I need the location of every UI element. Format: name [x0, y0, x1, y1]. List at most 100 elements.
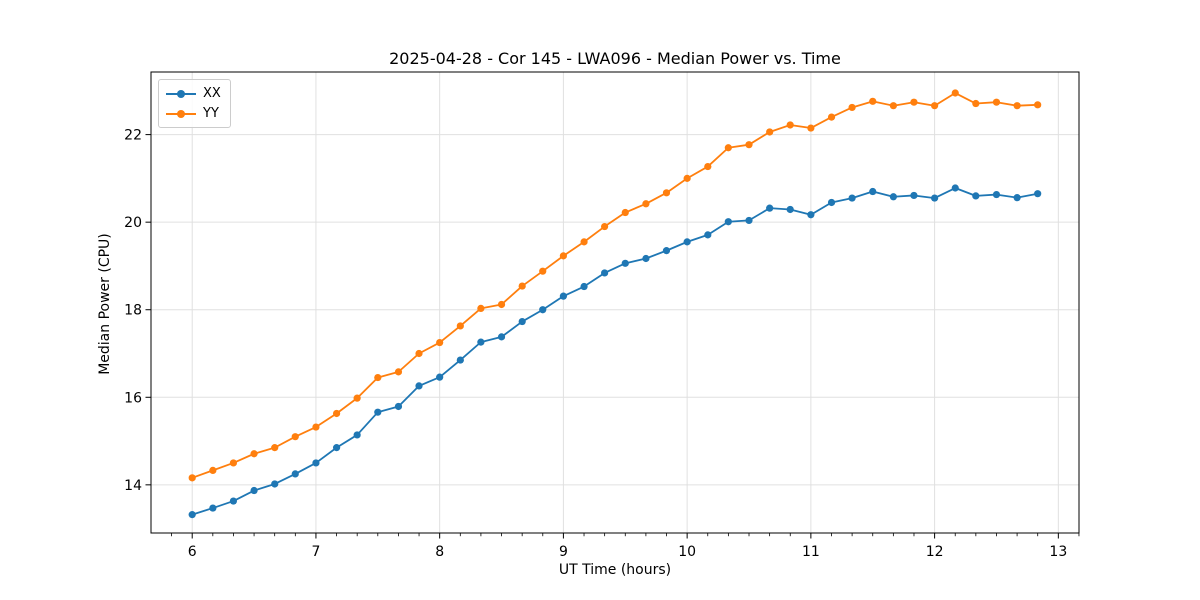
series-yy-point — [415, 349, 423, 358]
series-yy-point — [724, 144, 732, 152]
series-yy-point — [827, 113, 836, 121]
y-tick-label: 14 — [124, 478, 142, 494]
legend-marker-yy — [177, 109, 185, 118]
series-xx-point — [992, 190, 1001, 199]
series-xx-point — [539, 306, 547, 314]
series-xx-point — [662, 247, 671, 255]
series-xx-point — [436, 373, 444, 381]
x-tick-label: 11 — [802, 544, 820, 560]
series-yy-point — [188, 474, 196, 482]
series-yy-point — [374, 373, 382, 382]
series-xx-point — [559, 292, 568, 300]
series-xx-point — [642, 254, 650, 263]
series-yy-point — [539, 267, 547, 275]
series-yy-point — [291, 433, 299, 441]
series-xx-point — [497, 333, 506, 341]
legend-swatch-xx — [166, 89, 196, 98]
series-yy-point — [869, 97, 877, 105]
y-tick-label: 16 — [124, 390, 142, 406]
series-xx-point — [188, 511, 196, 519]
series-yy-point — [477, 304, 485, 313]
series-yy-point — [889, 102, 898, 110]
series-yy-point — [436, 338, 444, 347]
series-xx-point — [229, 497, 238, 505]
series-xx-point — [869, 187, 877, 196]
series-xx-point — [394, 402, 403, 411]
plot-area — [150, 71, 1080, 534]
series-xx-point — [333, 444, 341, 452]
series-xx-point — [374, 408, 382, 416]
series-yy-point — [910, 98, 918, 106]
series-yy-point — [848, 103, 856, 112]
series-xx-point — [621, 259, 629, 267]
series-xx-point — [518, 317, 526, 326]
series-xx-point — [972, 192, 980, 200]
series-yy-point — [271, 444, 279, 452]
legend-item-yy: YY — [166, 104, 221, 123]
series-xx-point — [312, 459, 320, 467]
series-xx-point — [724, 218, 732, 226]
series-xx-point — [1013, 194, 1021, 202]
series-yy-point — [683, 174, 691, 182]
series-yy-point — [931, 102, 939, 110]
series-xx-point — [683, 238, 691, 246]
series-yy-point — [209, 466, 217, 474]
x-axis-label: UT Time (hours) — [558, 562, 672, 578]
chart-title: 2025-04-28 - Cor 145 - LWA096 - Median P… — [389, 49, 841, 68]
series-xx-point — [250, 486, 258, 495]
series-yy-point — [621, 208, 629, 217]
series-xx-point — [271, 480, 279, 488]
series-yy-point — [497, 300, 506, 309]
series-yy-point — [951, 89, 959, 97]
series-yy-point — [353, 394, 361, 402]
x-tick-label: 12 — [926, 544, 944, 560]
series-yy-point — [229, 459, 238, 467]
x-tick-label: 9 — [559, 544, 568, 560]
series-xx-point — [291, 470, 299, 478]
legend: XX YY — [158, 79, 231, 128]
series-xx-point — [848, 194, 856, 202]
series-xx-point — [601, 269, 609, 277]
legend-label-xx: XX — [203, 86, 221, 101]
series-xx-point — [889, 193, 898, 201]
series-yy-point — [807, 124, 815, 132]
series-xx-point — [807, 211, 815, 219]
series-xx-point — [766, 204, 774, 212]
series-yy-point — [704, 162, 712, 171]
series-xx-point — [415, 382, 423, 390]
y-tick-label: 20 — [124, 215, 142, 231]
series-xx-point — [951, 184, 959, 192]
series-xx-line — [191, 187, 1038, 516]
series-yy-point — [250, 450, 258, 458]
series-yy-point — [601, 222, 609, 231]
series-yy-point — [518, 282, 526, 290]
series-xx-point — [353, 431, 361, 439]
y-tick-label: 22 — [124, 128, 142, 144]
series-xx-point — [786, 205, 794, 214]
x-tick-label: 10 — [678, 544, 696, 560]
series-yy-point — [456, 322, 464, 330]
series-yy-point — [580, 238, 588, 246]
series-yy-line — [191, 92, 1038, 479]
y-tick-label: 18 — [124, 303, 142, 319]
y-axis-label: Median Power (CPU) — [97, 233, 113, 375]
series-yy-point — [559, 252, 568, 260]
series-xx-point — [745, 216, 753, 225]
series-xx-point — [1034, 190, 1042, 198]
series-yy-point — [333, 409, 341, 418]
legend-marker-xx — [177, 89, 185, 98]
series-yy-point — [1013, 102, 1021, 110]
series-xx-point — [456, 356, 464, 364]
x-tick-label: 13 — [1049, 544, 1067, 560]
series-yy-point — [662, 189, 671, 197]
series-yy-point — [786, 121, 794, 129]
series-yy-point — [972, 99, 980, 108]
series-yy-point — [1034, 101, 1042, 109]
series-xx-point — [580, 282, 588, 291]
series-xx-point — [209, 504, 217, 512]
series-yy-point — [766, 128, 774, 136]
series-xx-point — [910, 191, 918, 200]
series-xx-point — [827, 198, 836, 207]
series-yy-point — [642, 200, 650, 208]
